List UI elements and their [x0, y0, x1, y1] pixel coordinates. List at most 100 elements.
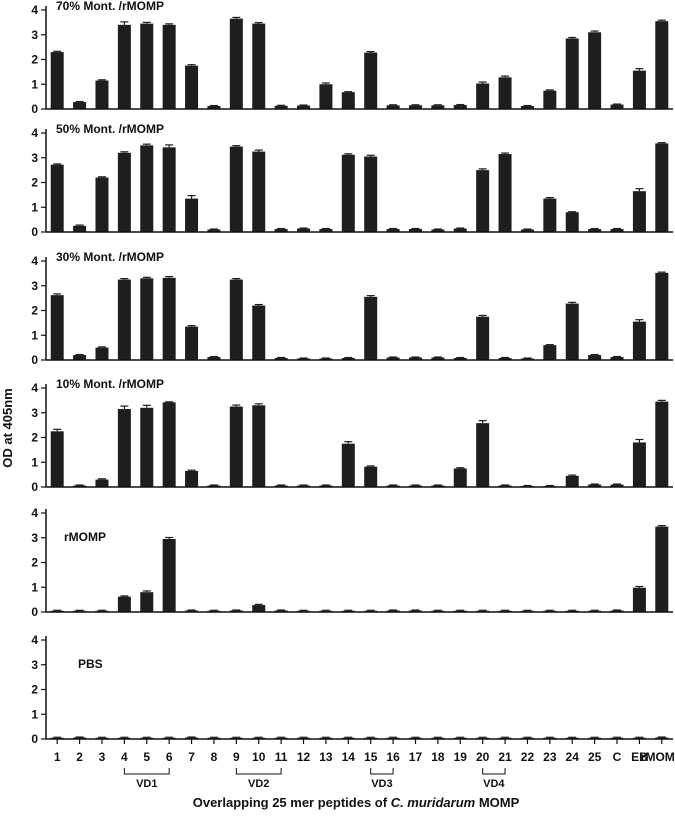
bar: [297, 228, 311, 232]
bar: [117, 24, 131, 110]
bar: [274, 105, 288, 109]
bar: [117, 279, 131, 360]
bar: [207, 229, 221, 232]
x-category-label: 10: [252, 750, 266, 764]
panel-5: 0 1 2 3 4 rMOMP: [31, 506, 673, 619]
x-category-label: rMOMP: [641, 750, 675, 764]
bar: [140, 407, 154, 487]
bar: [453, 105, 467, 109]
bar: [476, 83, 490, 109]
bar: [655, 401, 669, 487]
y-tick-label: 1: [31, 580, 38, 594]
bar: [95, 80, 109, 109]
bar: [50, 431, 64, 487]
bar: [319, 84, 333, 109]
bar: [252, 605, 266, 612]
bar: [252, 305, 266, 360]
x-category-label: 15: [364, 750, 378, 764]
x-axis-title: Overlapping 25 mer peptides of C. murida…: [193, 795, 520, 810]
bar: [140, 23, 154, 109]
bar: [364, 466, 378, 487]
vd-bracket: [482, 768, 506, 775]
x-category-label: 9: [233, 750, 240, 764]
y-tick-label: 0: [31, 225, 38, 239]
y-tick-label: 3: [31, 151, 38, 165]
bar: [341, 443, 355, 487]
bar: [520, 229, 534, 232]
y-tick-label: 2: [31, 683, 38, 697]
bar: [565, 212, 579, 232]
bar: [364, 296, 378, 360]
bar: [50, 52, 64, 109]
bar: [588, 229, 602, 232]
bar: [610, 104, 624, 109]
y-tick-label: 0: [31, 480, 38, 494]
vd-group: VD2: [235, 768, 282, 790]
panel-6: 0 1 2 3 4 PBS: [31, 633, 673, 746]
bar: [431, 357, 445, 360]
bar: [73, 355, 87, 360]
y-tick-label: 0: [31, 605, 38, 619]
bar: [565, 303, 579, 360]
bar: [632, 191, 646, 232]
x-category-label: 19: [454, 750, 468, 764]
vd-group-brackets: VD1 VD2 VD3 VD4: [123, 768, 506, 790]
panel-title: 30% Mont. /rMOMP: [56, 250, 164, 264]
x-axis-title-suffix: MOMP: [475, 795, 519, 810]
bar: [408, 105, 422, 109]
bar: [162, 402, 176, 487]
bar: [431, 105, 445, 109]
y-tick-label: 4: [31, 3, 38, 17]
bar: [95, 347, 109, 360]
y-tick-label: 4: [31, 381, 38, 395]
panel-title: PBS: [78, 657, 103, 671]
x-category-label: 11: [275, 750, 288, 764]
x-category-label: 21: [498, 750, 512, 764]
bar: [140, 592, 154, 612]
bar: [274, 229, 288, 232]
y-tick-label: 1: [31, 455, 38, 469]
bar: [476, 316, 490, 360]
bar: [610, 229, 624, 232]
bar: [588, 484, 602, 487]
y-tick-label: 4: [31, 126, 38, 140]
vd-label: VD3: [371, 778, 392, 790]
bar: [588, 32, 602, 109]
bar: [453, 228, 467, 232]
bar: [185, 198, 199, 232]
y-tick-label: 2: [31, 176, 38, 190]
y-tick-label: 1: [31, 77, 38, 91]
x-category-label: 7: [188, 750, 195, 764]
x-category-label: 14: [342, 750, 356, 764]
bar: [386, 229, 400, 232]
x-category-label: 13: [319, 750, 333, 764]
bar: [162, 147, 176, 232]
bar: [73, 225, 87, 232]
y-tick-label: 2: [31, 431, 38, 445]
y-tick-label: 2: [31, 53, 38, 67]
panels: 0 1 2 3 4 70% Mont. /rMOMP 0 1 2 3 4 50% Mont. /rMO…: [31, 0, 673, 746]
vd-label: VD2: [248, 778, 269, 790]
bar: [252, 151, 266, 232]
bar: [162, 277, 176, 360]
vd-group: VD4: [482, 768, 506, 790]
bar: [274, 358, 288, 360]
bar: [364, 156, 378, 232]
x-category-label: 16: [386, 750, 400, 764]
panel-title: 70% Mont. /rMOMP: [56, 0, 164, 13]
bar: [610, 357, 624, 360]
panel-1: 0 1 2 3 4 70% Mont. /rMOMP: [31, 0, 673, 116]
bar: [386, 105, 400, 109]
bar: [185, 65, 199, 109]
x-category-label: 6: [166, 750, 173, 764]
x-category-label: EB: [631, 750, 648, 764]
bar: [408, 357, 422, 360]
bar: [207, 357, 221, 360]
x-category-label: 5: [143, 750, 150, 764]
panel-title: 10% Mont. /rMOMP: [56, 377, 164, 391]
y-axis-title: OD at 405nm: [0, 388, 15, 467]
bar: [543, 345, 557, 360]
bar: [655, 272, 669, 360]
bar: [117, 409, 131, 487]
bar: [408, 229, 422, 232]
